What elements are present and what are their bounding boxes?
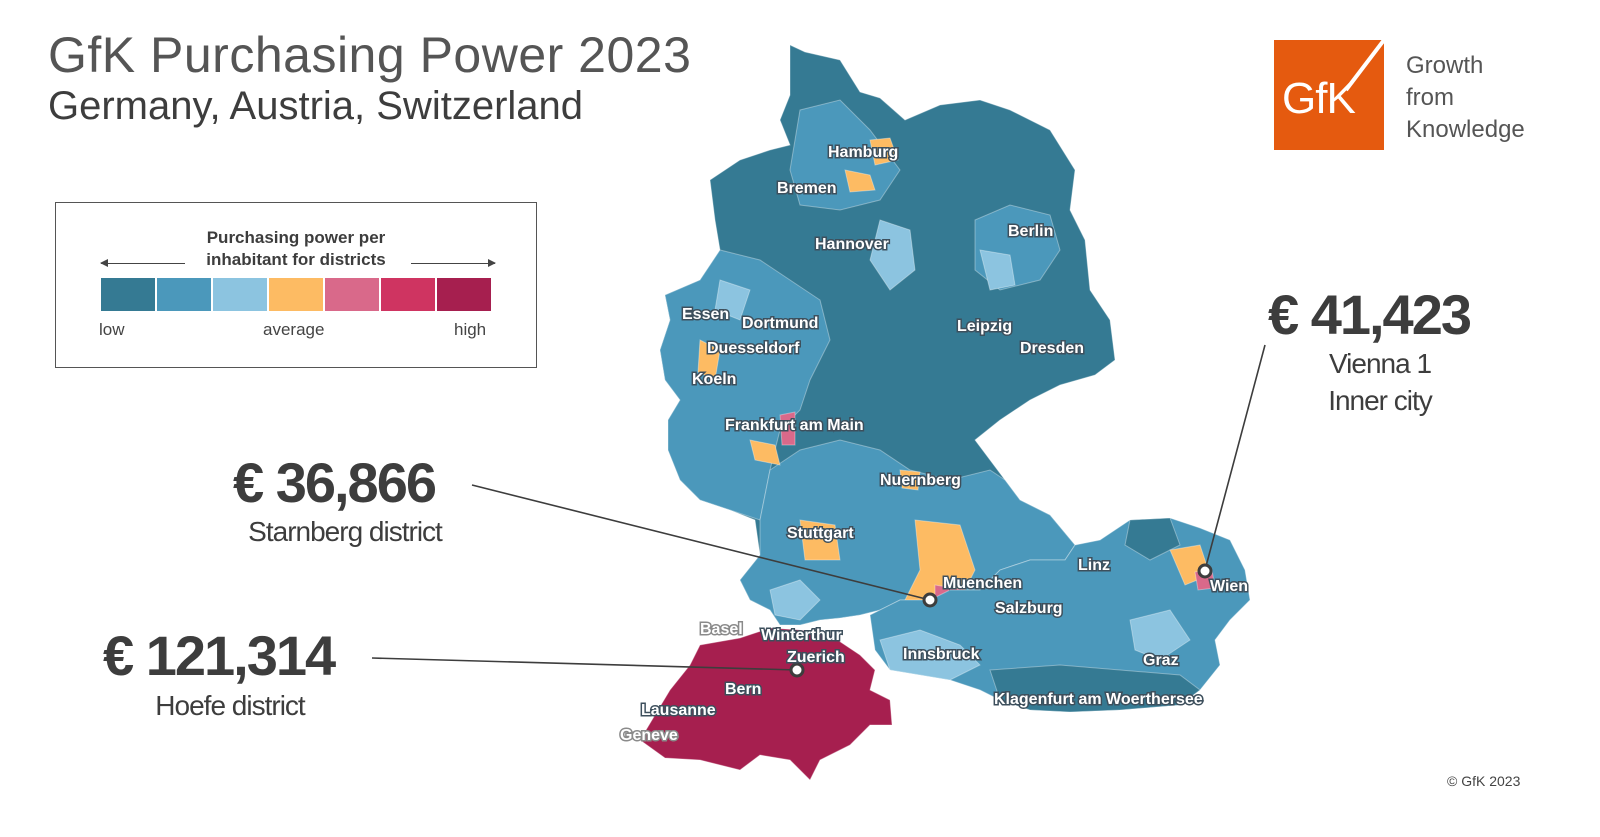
city-label-linz: Linz bbox=[1078, 557, 1110, 574]
legend-label-low: low bbox=[99, 320, 125, 339]
tagline-line2: from bbox=[1406, 84, 1454, 111]
legend-swatch-6 bbox=[381, 278, 435, 311]
city-labels: Hamburg Bremen Berlin Hannover Essen Dor… bbox=[619, 143, 1250, 746]
tagline-line3: Knowledge bbox=[1406, 116, 1525, 143]
legend-title-line2: inhabitant for districts bbox=[206, 250, 386, 269]
callout-lines bbox=[371, 344, 1266, 678]
germany-light-districts bbox=[714, 219, 1016, 621]
gfk-logo: GfK bbox=[1274, 40, 1384, 150]
legend-swatch-5 bbox=[325, 278, 379, 311]
legend-label-high: high bbox=[454, 320, 487, 339]
city-label-hannover: Hannover bbox=[815, 236, 889, 253]
city-label-winterthur: Winterthur bbox=[761, 627, 842, 644]
switzerland-outline bbox=[639, 627, 893, 781]
city-label-muenchen: Muenchen bbox=[943, 575, 1022, 592]
legend-swatch-3 bbox=[213, 278, 267, 311]
callout-line-hoefe bbox=[371, 657, 798, 671]
city-label-koeln: Koeln bbox=[692, 371, 736, 388]
callout-line-starnberg bbox=[471, 484, 931, 601]
city-label-leipzig: Leipzig bbox=[957, 318, 1012, 335]
city-label-graz: Graz bbox=[1143, 652, 1179, 669]
legend-title-line1: Purchasing power per bbox=[206, 228, 386, 247]
callout-vienna-line1: Vienna 1 bbox=[1328, 348, 1432, 379]
austria-light-districts bbox=[879, 609, 1191, 681]
city-label-berlin: Berlin bbox=[1008, 223, 1053, 240]
callout-vienna-line2: Inner city bbox=[1328, 385, 1433, 416]
city-label-bern: Bern bbox=[725, 681, 761, 698]
city-label-bremen: Bremen bbox=[777, 180, 837, 197]
city-label-innsbruck: Innsbruck bbox=[903, 646, 980, 663]
callout-line-vienna bbox=[1204, 344, 1266, 571]
austria-dark-districts bbox=[989, 517, 1201, 713]
city-label-hamburg: Hamburg bbox=[828, 144, 898, 161]
city-label-dresden: Dresden bbox=[1020, 340, 1084, 357]
legend-arrow-left-icon bbox=[100, 259, 185, 267]
city-label-geneve: Geneve bbox=[620, 727, 678, 744]
legend-arrow-right-icon bbox=[411, 259, 496, 267]
city-label-basel: Basel bbox=[700, 621, 743, 638]
legend-swatch-4 bbox=[269, 278, 323, 311]
city-label-klagenfurt: Klagenfurt am Woerthersee bbox=[994, 691, 1203, 708]
map-title: GfK Purchasing Power 2023 bbox=[48, 27, 692, 83]
legend-swatches bbox=[101, 278, 493, 311]
city-label-duesseldorf: Duesseldorf bbox=[707, 340, 800, 357]
city-label-nuernberg: Nuernberg bbox=[880, 472, 961, 489]
callout-dot-hoefe bbox=[789, 662, 805, 678]
callout-dot-vienna bbox=[1197, 563, 1213, 579]
city-label-wien: Wien bbox=[1210, 578, 1248, 595]
city-label-salzburg: Salzburg bbox=[995, 600, 1063, 617]
callout-starnberg-line1: Starnberg district bbox=[248, 516, 443, 547]
callout-hoefe-value: € 121,314 bbox=[103, 624, 336, 687]
legend-label-average: average bbox=[263, 320, 325, 339]
map-subtitle: Germany, Austria, Switzerland bbox=[48, 84, 584, 128]
callout-vienna-value: € 41,423 bbox=[1268, 283, 1472, 346]
copyright: © GfK 2023 bbox=[1447, 773, 1521, 789]
legend-swatch-1 bbox=[101, 278, 155, 311]
legend-title: Purchasing power per inhabitant for dist… bbox=[56, 227, 536, 271]
legend-swatch-7 bbox=[437, 278, 491, 311]
callout-hoefe-line1: Hoefe district bbox=[155, 690, 305, 721]
city-label-frankfurt: Frankfurt am Main bbox=[725, 417, 864, 434]
city-label-dortmund: Dortmund bbox=[742, 315, 818, 332]
switzerland-region bbox=[639, 627, 893, 781]
tagline-line1: Growth bbox=[1406, 52, 1484, 79]
city-label-lausanne: Lausanne bbox=[641, 702, 716, 719]
callout-starnberg-value: € 36,866 bbox=[233, 451, 437, 514]
logo-slash-icon bbox=[1344, 40, 1384, 92]
city-label-essen: Essen bbox=[682, 306, 729, 323]
legend: Purchasing power per inhabitant for dist… bbox=[55, 202, 537, 368]
city-label-zuerich: Zuerich bbox=[787, 649, 845, 666]
logo-tagline: Growth from Knowledge bbox=[1406, 50, 1525, 146]
city-label-stuttgart: Stuttgart bbox=[787, 525, 854, 542]
logo-wordmark: GfK bbox=[1282, 74, 1356, 123]
austria-region bbox=[869, 517, 1251, 713]
legend-swatch-2 bbox=[157, 278, 211, 311]
callout-dot-starnberg bbox=[922, 592, 938, 608]
